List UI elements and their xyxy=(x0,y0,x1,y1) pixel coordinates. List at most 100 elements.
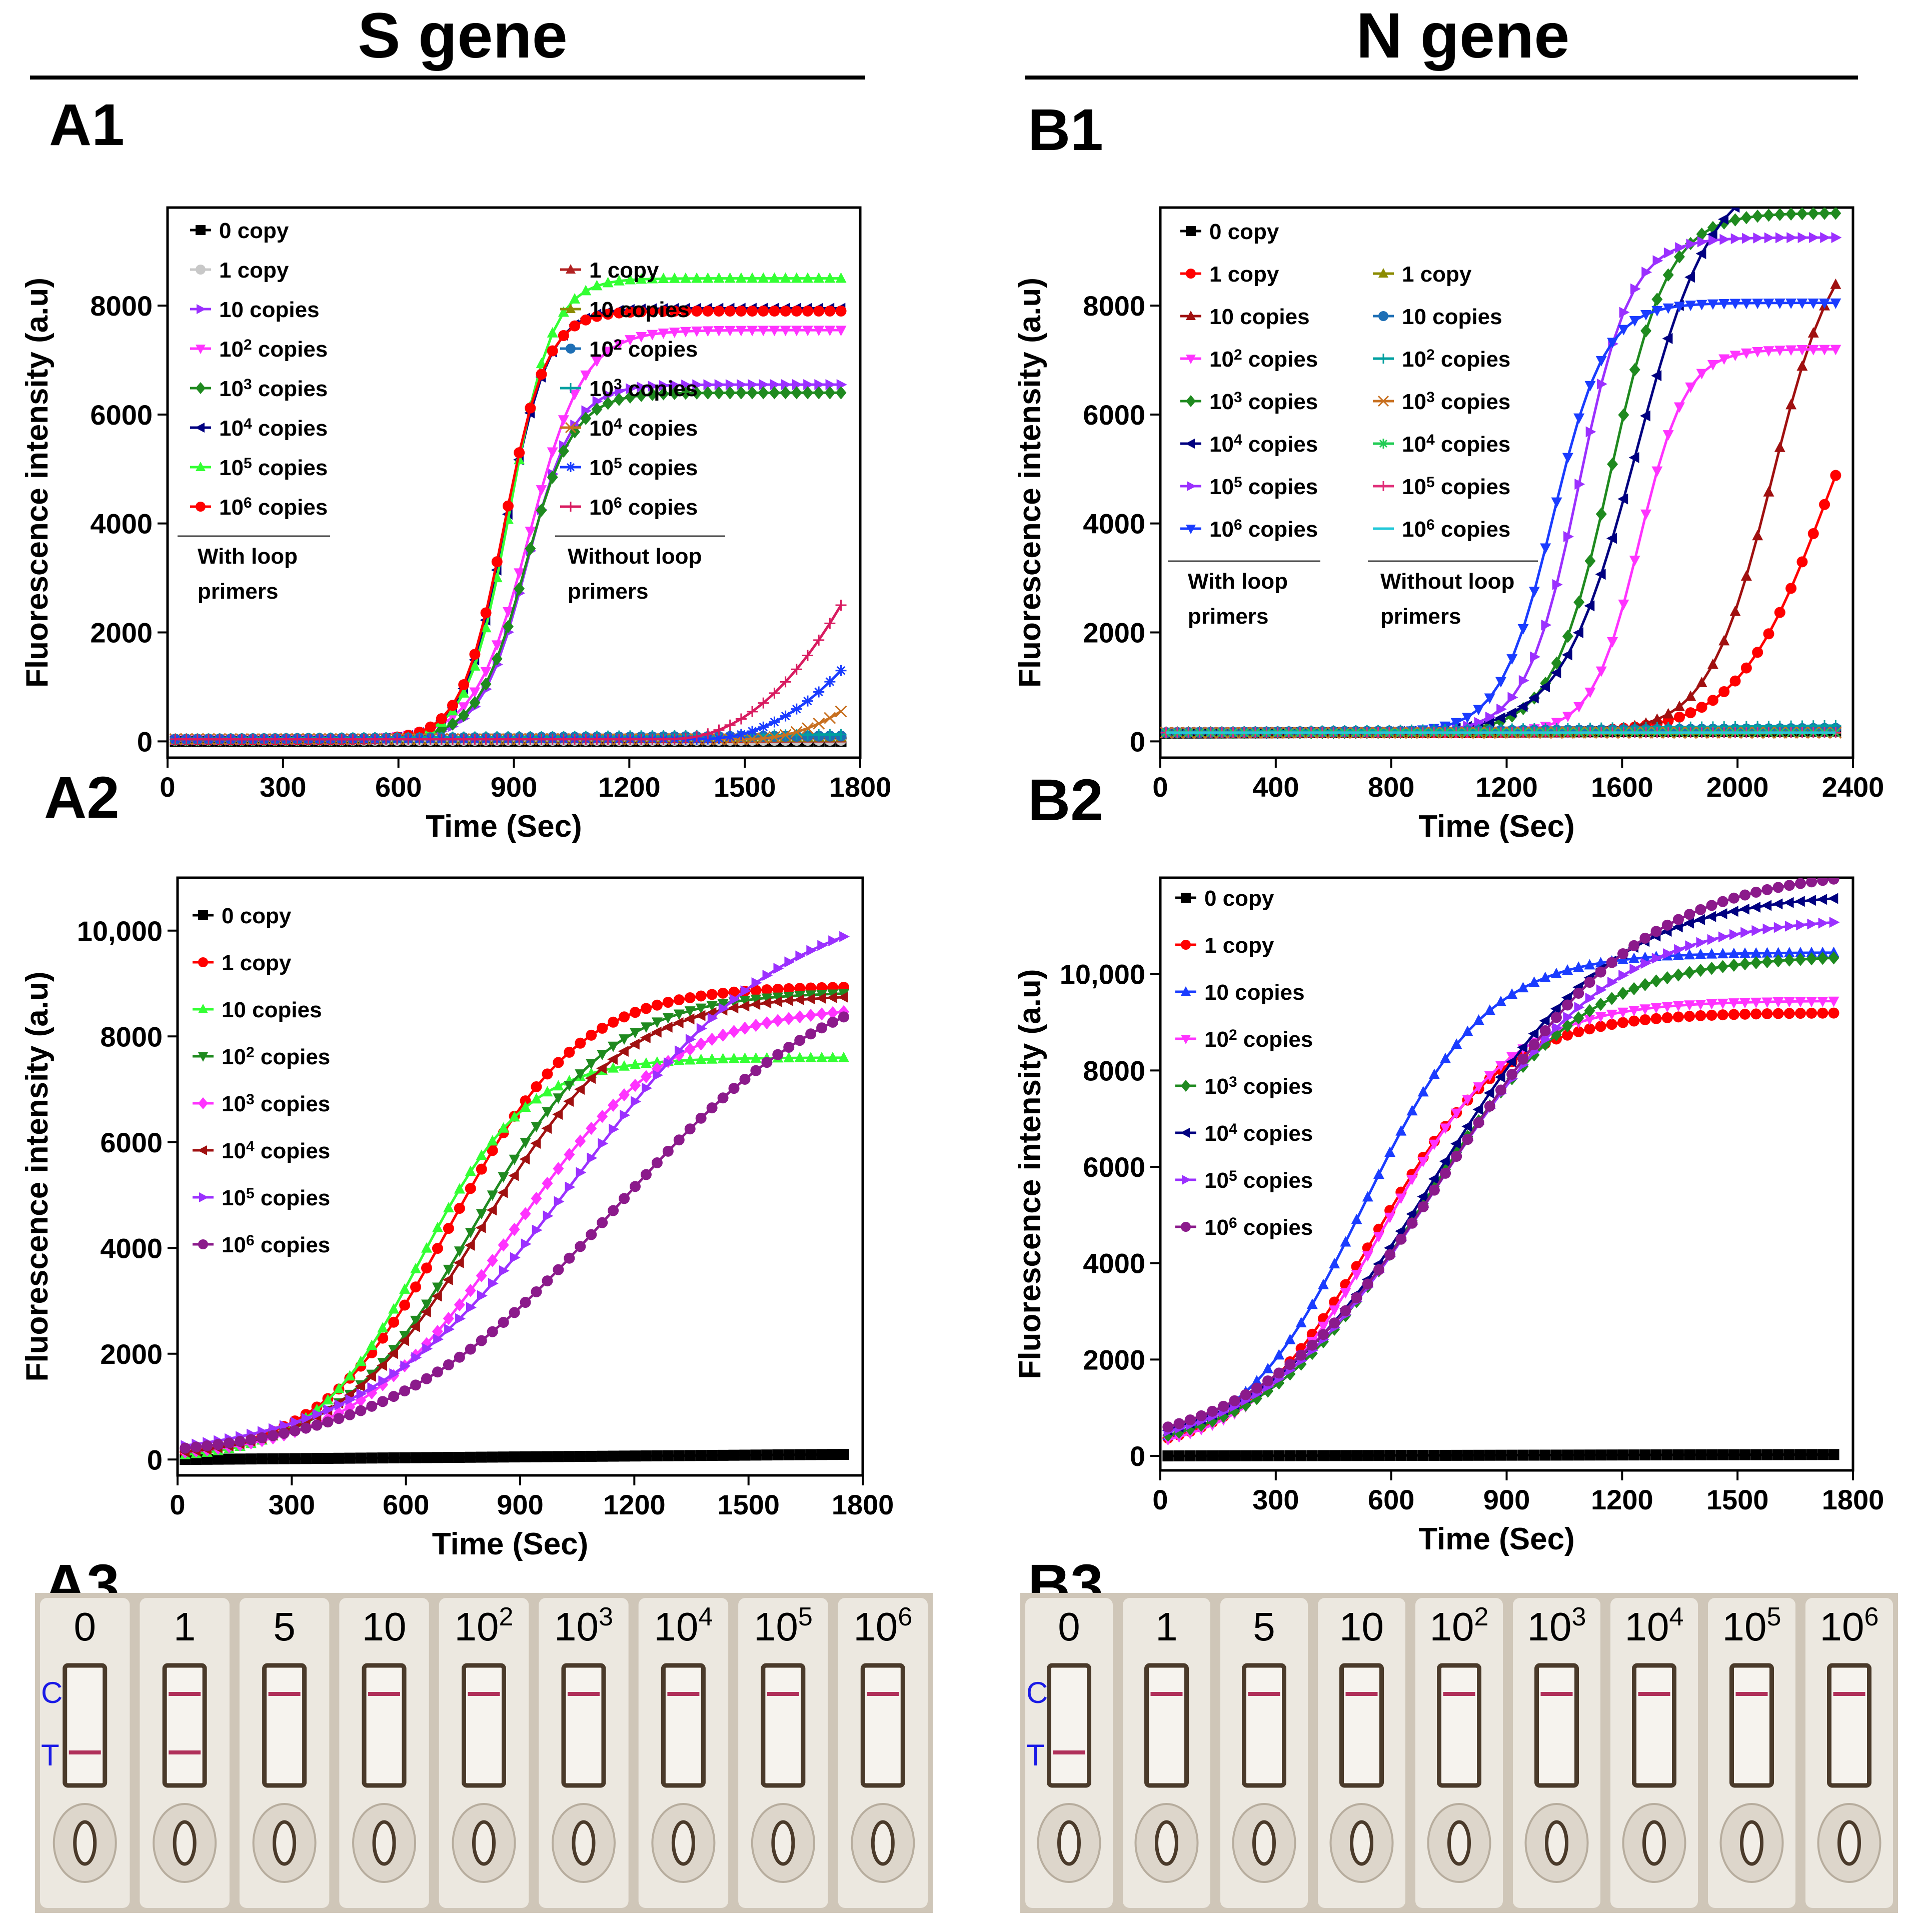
data-point xyxy=(488,1278,499,1289)
data-point xyxy=(1473,705,1484,716)
data-point xyxy=(651,1450,663,1461)
legend-entry: 104 copies xyxy=(1180,432,1318,457)
data-point xyxy=(824,618,836,629)
data-point xyxy=(1774,298,1785,309)
legend-swatch-marker xyxy=(196,382,206,394)
data-point xyxy=(737,379,747,391)
data-point xyxy=(487,1254,498,1267)
data-point xyxy=(783,1449,795,1460)
data-point xyxy=(817,940,828,951)
data-point xyxy=(530,1138,541,1149)
control-band xyxy=(1150,1692,1183,1696)
data-point xyxy=(1718,214,1729,225)
data-point xyxy=(647,388,658,401)
legend-entry: 104 copies xyxy=(190,416,328,441)
data-point xyxy=(702,728,714,740)
series-10-3-copies xyxy=(1162,951,1839,1442)
data-point xyxy=(453,1257,464,1268)
data-point xyxy=(816,1007,828,1021)
data-point xyxy=(757,732,770,745)
sample-well-inner xyxy=(1642,1820,1666,1866)
data-point xyxy=(236,733,248,745)
legend-swatch-marker xyxy=(197,304,206,314)
data-point xyxy=(691,272,703,283)
data-point xyxy=(615,386,625,397)
data-point xyxy=(1717,998,1728,1009)
control-line-label: C xyxy=(41,1676,63,1709)
data-point xyxy=(536,485,547,496)
x-axis-title: Time (Sec) xyxy=(1418,1522,1574,1556)
data-point xyxy=(1484,1071,1495,1082)
legend-label: 106 copies xyxy=(589,495,698,520)
data-point xyxy=(613,733,625,745)
data-point xyxy=(761,984,773,995)
data-point xyxy=(619,1088,630,1102)
data-point xyxy=(1674,944,1685,955)
control-band xyxy=(368,1692,401,1696)
data-point xyxy=(795,950,806,962)
data-point xyxy=(1807,169,1818,180)
legend-label: 103 copies xyxy=(589,376,698,401)
data-point xyxy=(1794,953,1806,966)
data-point xyxy=(1395,1233,1407,1245)
data-point xyxy=(1684,272,1695,283)
data-point xyxy=(1729,208,1740,213)
data-point xyxy=(1641,267,1652,278)
legend-swatch-marker xyxy=(198,1052,208,1062)
data-point xyxy=(1807,918,1818,930)
data-point xyxy=(805,1028,817,1040)
data-point xyxy=(805,1449,817,1460)
data-point xyxy=(1617,1449,1629,1461)
data-point xyxy=(1685,707,1696,719)
data-point xyxy=(1761,955,1773,969)
data-point xyxy=(839,931,850,942)
data-point xyxy=(1728,947,1739,958)
data-point xyxy=(1740,211,1752,225)
data-point xyxy=(1573,1449,1584,1461)
data-point xyxy=(1817,951,1828,965)
data-point xyxy=(591,356,603,367)
data-point xyxy=(333,1413,345,1424)
data-point xyxy=(1708,235,1719,246)
data-point xyxy=(1628,982,1640,996)
data-point xyxy=(827,1006,838,1020)
data-point xyxy=(591,733,603,745)
data-point xyxy=(747,272,758,283)
data-point xyxy=(1573,413,1585,424)
data-point xyxy=(806,945,817,956)
data-point xyxy=(1740,299,1752,310)
y-tick-label: 8000 xyxy=(100,1021,163,1052)
data-point xyxy=(735,305,747,317)
legend-swatch-marker xyxy=(198,1145,207,1155)
data-point xyxy=(469,733,481,745)
cassette-copy-label: 0 xyxy=(1058,1604,1080,1649)
data-point xyxy=(1785,173,1795,184)
data-point xyxy=(1461,1121,1472,1132)
data-point xyxy=(813,634,825,646)
data-point xyxy=(1584,1023,1595,1035)
data-point xyxy=(322,1416,334,1428)
data-point xyxy=(1661,971,1673,985)
data-point xyxy=(1706,948,1717,959)
data-point xyxy=(1573,627,1583,639)
sample-well-inner xyxy=(273,1820,297,1866)
data-point xyxy=(1484,1449,1495,1461)
data-point xyxy=(475,1222,486,1233)
data-point xyxy=(1684,1011,1695,1022)
data-point xyxy=(543,1210,554,1222)
data-point xyxy=(1484,1004,1495,1015)
data-point xyxy=(1528,587,1540,597)
legend-swatch-marker xyxy=(198,1004,208,1013)
data-point xyxy=(706,1450,718,1461)
data-point xyxy=(1640,509,1652,520)
data-point xyxy=(1428,1449,1440,1461)
data-point xyxy=(651,1026,662,1038)
data-point xyxy=(564,1148,575,1161)
data-point xyxy=(813,305,825,317)
data-point xyxy=(454,1203,465,1214)
data-point xyxy=(680,733,691,744)
data-point xyxy=(289,1425,301,1436)
data-point xyxy=(1719,234,1730,245)
data-point xyxy=(1794,1008,1806,1019)
data-point xyxy=(1618,408,1629,422)
